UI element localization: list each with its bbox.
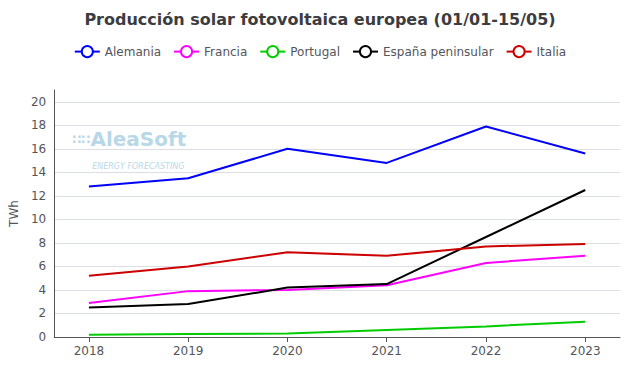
svg-text:14: 14 bbox=[31, 165, 46, 179]
svg-text:Portugal: Portugal bbox=[290, 45, 340, 59]
svg-text:8: 8 bbox=[39, 236, 47, 250]
svg-text:∷∷: ∷∷ bbox=[72, 132, 90, 147]
svg-text:16: 16 bbox=[31, 142, 46, 156]
svg-text:TWh: TWh bbox=[7, 200, 21, 228]
svg-text:18: 18 bbox=[31, 118, 46, 132]
svg-text:2018: 2018 bbox=[74, 344, 105, 358]
svg-text:AleaSoft: AleaSoft bbox=[90, 127, 186, 151]
svg-text:2019: 2019 bbox=[173, 344, 204, 358]
svg-text:2021: 2021 bbox=[371, 344, 402, 358]
svg-text:2020: 2020 bbox=[272, 344, 303, 358]
svg-text:12: 12 bbox=[31, 189, 46, 203]
svg-text:6: 6 bbox=[39, 259, 47, 273]
svg-text:Francia: Francia bbox=[204, 45, 247, 59]
svg-text:Producción solar fotovoltaica: Producción solar fotovoltaica europea (0… bbox=[84, 10, 555, 29]
svg-text:2023: 2023 bbox=[570, 344, 601, 358]
svg-text:España peninsular: España peninsular bbox=[383, 45, 494, 59]
svg-text:Italia: Italia bbox=[537, 45, 567, 59]
svg-text:4: 4 bbox=[39, 283, 47, 297]
svg-text:10: 10 bbox=[31, 212, 46, 226]
svg-text:Alemania: Alemania bbox=[105, 45, 161, 59]
svg-text:ENERGY FORECASTING: ENERGY FORECASTING bbox=[92, 162, 184, 171]
svg-text:2022: 2022 bbox=[471, 344, 502, 358]
svg-text:20: 20 bbox=[31, 95, 46, 109]
svg-text:0: 0 bbox=[39, 330, 47, 344]
svg-text:2: 2 bbox=[39, 306, 47, 320]
